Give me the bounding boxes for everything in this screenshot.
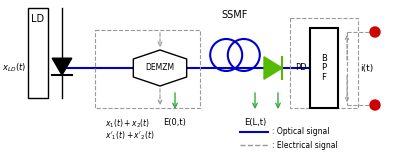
Polygon shape <box>133 50 187 86</box>
Circle shape <box>370 27 380 37</box>
Text: i(t): i(t) <box>360 63 373 73</box>
Bar <box>310 28 338 108</box>
Text: : Optical signal: : Optical signal <box>272 127 330 136</box>
Text: $x_{LD}(t)$: $x_{LD}(t)$ <box>2 62 26 74</box>
Bar <box>28 8 48 98</box>
Text: PD: PD <box>295 63 306 73</box>
Polygon shape <box>264 57 282 79</box>
Text: SSMF: SSMF <box>222 10 248 20</box>
Bar <box>290 18 358 108</box>
Polygon shape <box>52 58 72 75</box>
Text: E(0,t): E(0,t) <box>164 118 187 127</box>
Text: $x'_1(t)+x'_2(t)$: $x'_1(t)+x'_2(t)$ <box>105 130 155 143</box>
Text: $x_1(t)+x_2(t)$: $x_1(t)+x_2(t)$ <box>105 118 150 130</box>
Circle shape <box>370 100 380 110</box>
Text: E(L,t): E(L,t) <box>244 118 266 127</box>
Text: : Electrical signal: : Electrical signal <box>272 141 338 149</box>
Text: B
P
F: B P F <box>321 54 327 82</box>
Bar <box>95 30 200 108</box>
Text: DEMZM: DEMZM <box>145 63 175 73</box>
Text: LD: LD <box>31 14 44 24</box>
